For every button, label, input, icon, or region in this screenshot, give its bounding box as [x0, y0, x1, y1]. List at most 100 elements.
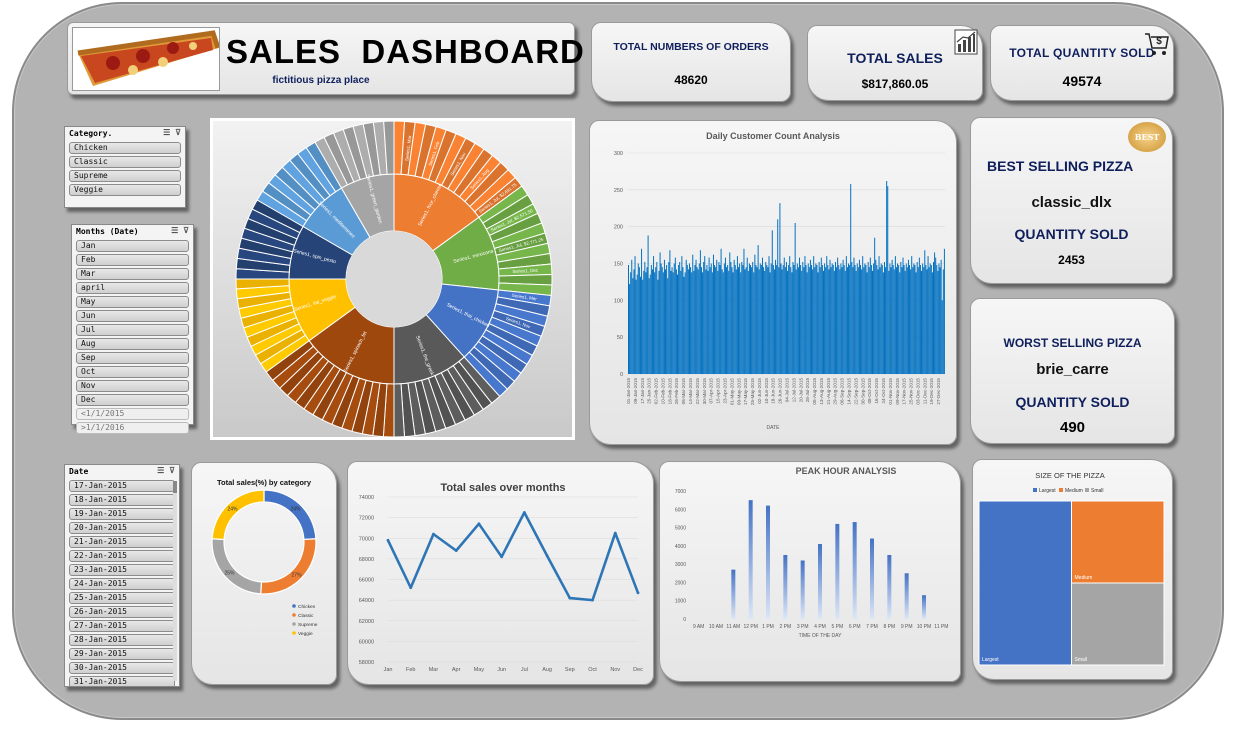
months-slicer[interactable]: Months (Date) ☰ ⊽ Jan Feb Mar april May Jun Jul… — [71, 224, 194, 434]
daily-bar — [728, 270, 730, 374]
slicer-item-chicken[interactable]: Chicken — [69, 142, 181, 154]
slicer-item-veggie[interactable]: Veggie — [69, 184, 181, 196]
daily-bar — [851, 262, 853, 374]
treemap-label: Small — [1075, 657, 1088, 663]
slicer-item-date[interactable]: 22-Jan-2015 — [69, 550, 175, 562]
daily-bar — [901, 267, 903, 374]
daily-bar — [674, 257, 676, 374]
slicer-item-month[interactable]: Dec — [76, 394, 189, 406]
daily-bar — [874, 237, 876, 374]
date-slicer[interactable]: Date ☰ ⊽ 17-Jan-2015 18-Jan-2015 19-Jan-201… — [64, 464, 180, 687]
slicer-item-month[interactable]: Sep — [76, 352, 189, 364]
slicer-item-month[interactable]: Mar — [76, 268, 189, 280]
peak-hour-bar — [852, 522, 857, 619]
slicer-item-supreme[interactable]: Supreme — [69, 170, 181, 182]
slicer-item-month[interactable]: Jan — [76, 240, 189, 252]
slicer-item-date[interactable]: 17-Jan-2015 — [69, 480, 175, 492]
daily-bar — [647, 235, 649, 374]
daily-bar — [830, 267, 832, 374]
daily-bar — [886, 180, 888, 374]
daily-bar — [630, 272, 632, 374]
daily-bar — [903, 264, 905, 374]
slicer-item-month[interactable]: Nov — [76, 380, 189, 392]
slicer-item-date[interactable]: 18-Jan-2015 — [69, 494, 175, 506]
slicer-item-month[interactable]: Aug — [76, 338, 189, 350]
daily-bar — [812, 269, 814, 374]
daily-bar — [662, 272, 664, 374]
daily-bar — [790, 267, 792, 374]
daily-bar — [691, 272, 693, 374]
daily-bar — [864, 263, 866, 374]
daily-bar — [792, 262, 794, 374]
daily-bar — [895, 267, 897, 374]
sunburst-outer-label: Series1, Dec — [512, 268, 539, 274]
x-tick-label: 14-Sep-2015 — [847, 378, 852, 405]
x-tick-label: 14-Mar-2015 — [688, 378, 693, 405]
x-tick-label: 08-Oct-2015 — [867, 378, 872, 404]
daily-bar — [898, 264, 900, 374]
filter-clear-icon[interactable]: ☰ ⊽ — [163, 128, 181, 137]
y-tick-label: 200 — [614, 225, 623, 231]
daily-bar — [926, 269, 928, 374]
slicer-item-date[interactable]: 26-Jan-2015 — [69, 606, 175, 618]
daily-bar — [825, 267, 827, 374]
daily-bar — [736, 256, 738, 374]
daily-bar — [675, 269, 677, 374]
slicer-item-date-range[interactable]: <1/1/2015 — [76, 408, 189, 420]
slicer-item-classic[interactable]: Classic — [69, 156, 181, 168]
legend-label: Small — [1091, 488, 1104, 494]
slicer-item-date[interactable]: 28-Jan-2015 — [69, 634, 175, 646]
x-tick-label: 01-May-2015 — [729, 378, 734, 406]
category-slicer[interactable]: Category. ☰ ⊽ Chicken Classic Supreme Veggie — [64, 126, 186, 208]
bar-chart-icon — [954, 29, 978, 55]
slicer-item-month[interactable]: Feb — [76, 254, 189, 266]
slicer-item-date[interactable]: 29-Jan-2015 — [69, 648, 175, 660]
slicer-item-date[interactable]: 19-Jan-2015 — [69, 508, 175, 520]
slicer-item-month[interactable]: May — [76, 296, 189, 308]
daily-bar — [893, 269, 895, 374]
filter-clear-icon[interactable]: ☰ ⊽ — [171, 226, 189, 235]
daily-bar — [661, 267, 663, 374]
x-tick-label: Jun — [497, 667, 506, 673]
kpi-orders-label: TOTAL NUMBERS OF ORDERS — [613, 41, 769, 53]
slicer-item-date[interactable]: 21-Jan-2015 — [69, 536, 175, 548]
slicer-item-date[interactable]: 23-Jan-2015 — [69, 564, 175, 576]
daily-bar — [685, 259, 687, 374]
x-tick-label: 18-Jun-2015 — [771, 378, 776, 404]
daily-bar — [667, 278, 669, 374]
slicer-item-date-range[interactable]: >1/1/2016 — [76, 422, 189, 434]
slicer-item-date[interactable]: 30-Jan-2015 — [69, 662, 175, 674]
x-tick-label: 26-Feb-2015 — [674, 378, 679, 405]
daily-bar — [668, 262, 670, 374]
slicer-item-date[interactable]: 24-Jan-2015 — [69, 578, 175, 590]
x-tick-label: 10 AM — [709, 624, 723, 630]
sales-line — [386, 511, 640, 602]
daily-bar — [904, 270, 906, 374]
slicer-item-month[interactable]: Jun — [76, 310, 189, 322]
daily-bar — [670, 270, 672, 374]
slicer-scrollbar[interactable] — [173, 481, 177, 681]
daily-bar — [658, 270, 660, 374]
slicer-item-date[interactable]: 31-Jan-2015 — [69, 676, 175, 686]
slicer-item-month[interactable]: Jul — [76, 324, 189, 336]
daily-bar — [769, 272, 771, 374]
slicer-item-date[interactable]: 25-Jan-2015 — [69, 592, 175, 604]
daily-bar — [866, 272, 868, 374]
y-tick-label: 300 — [614, 151, 623, 157]
chart-title: Daily Customer Count Analysis — [706, 131, 840, 141]
x-tick-label: 8 PM — [883, 624, 895, 630]
x-tick-label: 22-Mar-2015 — [695, 378, 700, 405]
daily-bar — [912, 267, 914, 374]
slicer-item-month[interactable]: april — [76, 282, 189, 294]
slicer-item-date[interactable]: 20-Jan-2015 — [69, 522, 175, 534]
slicer-item-date[interactable]: 27-Jan-2015 — [69, 620, 175, 632]
daily-bar — [837, 257, 839, 374]
daily-bar — [726, 267, 728, 374]
daily-bar — [638, 267, 640, 374]
daily-bar — [684, 272, 686, 374]
daily-bar — [838, 264, 840, 374]
filter-clear-icon[interactable]: ☰ ⊽ — [157, 466, 175, 475]
daily-bar — [822, 270, 824, 374]
peak-hour-bar — [887, 555, 892, 619]
slicer-item-month[interactable]: Oct — [76, 366, 189, 378]
